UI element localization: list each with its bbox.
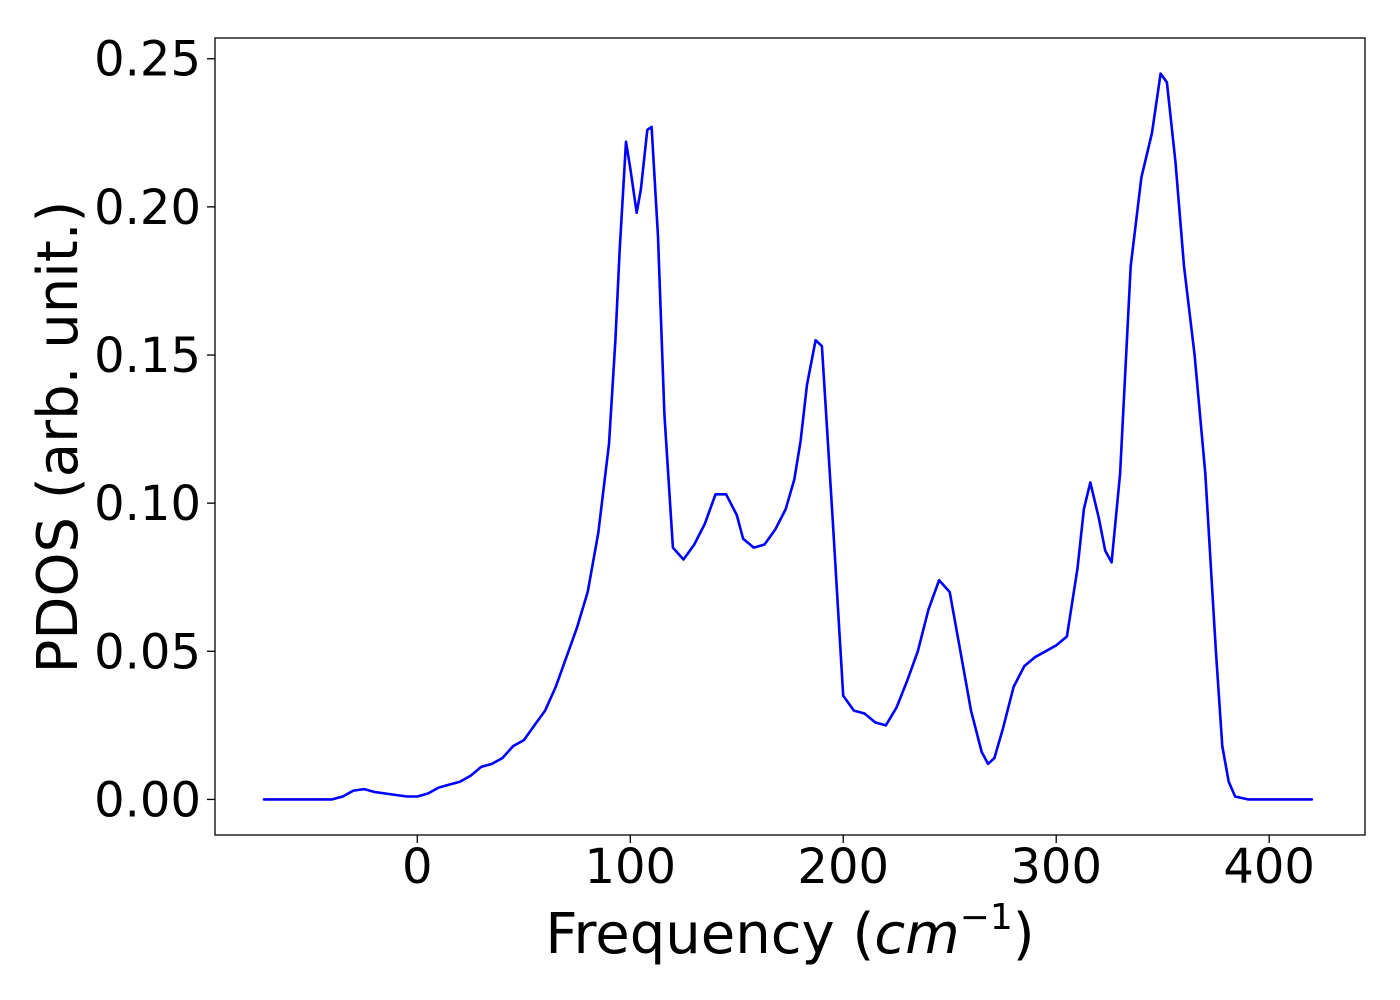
y-axis-ticks: 0.00 0.05 0.10 0.15 0.20 0.25 xyxy=(94,32,215,828)
x-tick-label: 300 xyxy=(1010,839,1102,895)
x-tick-label: 0 xyxy=(402,839,433,895)
x-axis-label-suffix: ) xyxy=(1013,902,1035,967)
y-tick-label: 0.05 xyxy=(94,624,201,680)
x-axis-ticks: 0 100 200 300 400 xyxy=(402,835,1315,895)
plot-area-frame xyxy=(214,37,1366,836)
x-axis-label-exponent: −1 xyxy=(960,897,1013,938)
y-tick-label: 0.25 xyxy=(94,32,201,88)
x-tick-label: 400 xyxy=(1223,839,1315,895)
y-tick-label: 0.00 xyxy=(94,772,201,828)
pdos-series-line xyxy=(262,72,1314,801)
x-tick-label: 200 xyxy=(797,839,889,895)
y-tick-label: 0.10 xyxy=(94,476,201,532)
x-axis-label-unit: cm xyxy=(874,902,959,967)
series-layer xyxy=(262,72,1314,801)
y-axis-label: PDOS (arb. unit.) xyxy=(26,201,91,674)
x-axis-label: Frequency (cm−1) xyxy=(545,897,1034,967)
x-axis-label-prefix: Frequency ( xyxy=(545,902,874,967)
x-tick-label: 100 xyxy=(584,839,676,895)
y-tick-label: 0.20 xyxy=(94,180,201,236)
y-tick-label: 0.15 xyxy=(94,328,201,384)
